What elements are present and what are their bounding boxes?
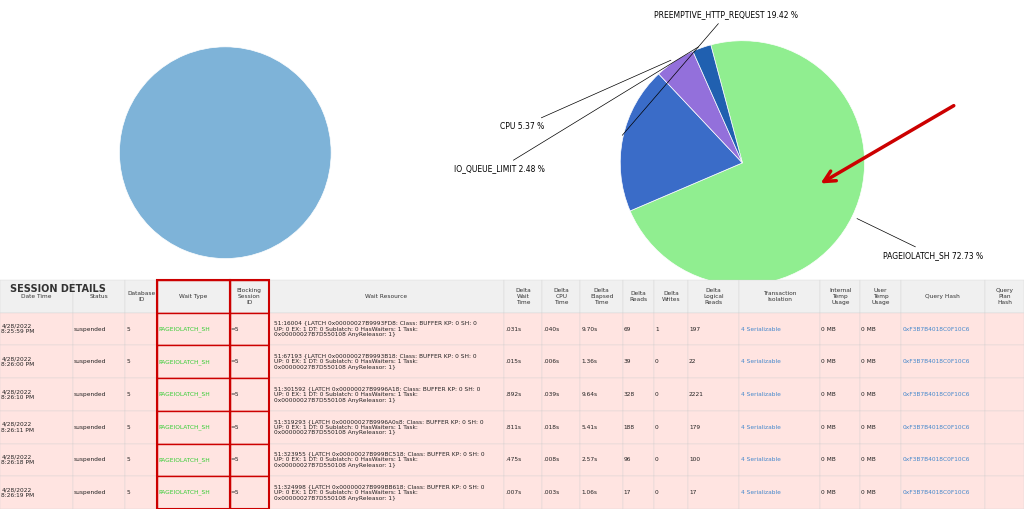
Text: IO_QUEUE_LIMIT 2.48 %: IO_QUEUE_LIMIT 2.48 % [454,47,698,174]
Text: 0xF3B7B4018C0F10C6 100 %: 0xF3B7B4018C0F10C6 100 % [169,282,282,291]
Wedge shape [693,45,742,163]
Wedge shape [621,74,742,211]
Text: CPU 5.37 %: CPU 5.37 % [501,60,671,131]
Text: PAGEIOLATCH_SH 72.73 %: PAGEIOLATCH_SH 72.73 % [857,218,983,260]
Wedge shape [658,51,742,163]
Text: PREEMPTIVE_HTTP_REQUEST 19.42 %: PREEMPTIVE_HTTP_REQUEST 19.42 % [623,10,799,135]
Wedge shape [630,41,864,285]
Wedge shape [120,47,331,259]
Text: SESSION DETAILS: SESSION DETAILS [10,284,106,294]
